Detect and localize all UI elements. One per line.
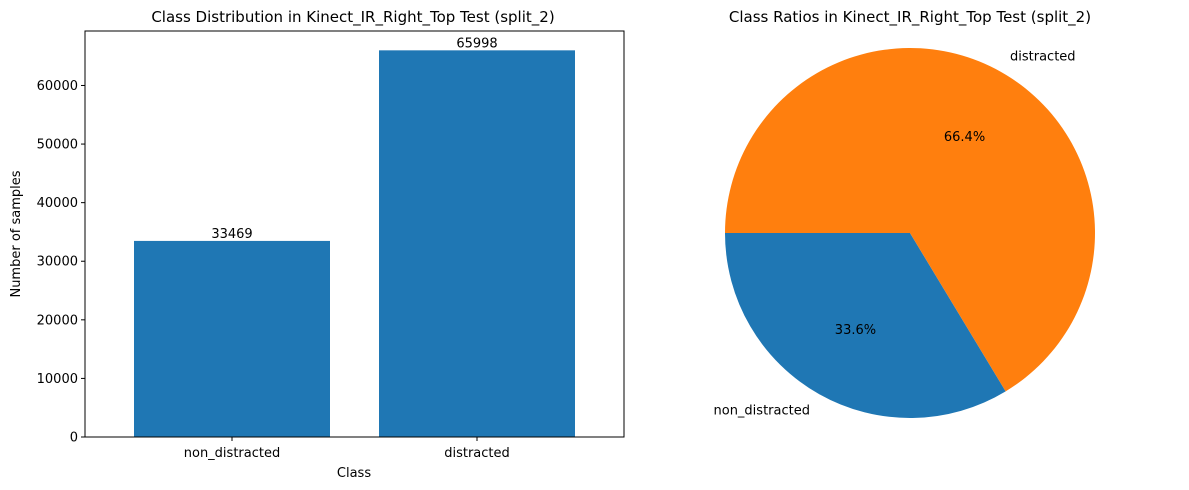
y-tick-label: 0 bbox=[70, 431, 78, 446]
x-axis-ticks: non_distracted distracted bbox=[184, 437, 510, 461]
y-tick-label: 20000 bbox=[37, 313, 78, 328]
pie-percent-label: 33.6% bbox=[835, 323, 876, 338]
bar-chart: Class Distribution in Kinect_IR_Right_To… bbox=[9, 8, 625, 481]
y-tick-label: 30000 bbox=[37, 255, 78, 270]
pie-chart-title: Class Ratios in Kinect_IR_Right_Top Test… bbox=[729, 8, 1091, 27]
bar-chart-title: Class Distribution in Kinect_IR_Right_To… bbox=[151, 8, 554, 27]
pie-chart: Class Ratios in Kinect_IR_Right_Top Test… bbox=[714, 8, 1095, 419]
x-tick-label: distracted bbox=[444, 446, 510, 461]
pie-marks: 33.6% non_distracted 66.4% distracted bbox=[714, 48, 1095, 419]
bar-marks: 33469 65998 bbox=[134, 36, 575, 437]
pie-slice-distracted bbox=[725, 48, 1095, 392]
plot-frame bbox=[84, 30, 625, 438]
pie-slice-non-distracted bbox=[725, 233, 1006, 419]
x-tick-label: non_distracted bbox=[184, 446, 280, 461]
y-tick-label: 40000 bbox=[37, 196, 78, 211]
y-axis-label: Number of samples bbox=[9, 170, 24, 297]
y-tick-label: 60000 bbox=[37, 79, 78, 94]
y-tick-label: 10000 bbox=[37, 372, 78, 387]
pie-category-label: distracted bbox=[1010, 49, 1076, 64]
pie-category-label: non_distracted bbox=[714, 404, 810, 419]
bar-distracted bbox=[379, 50, 575, 437]
pie-percent-label: 66.4% bbox=[944, 130, 985, 145]
bar-non-distracted bbox=[134, 240, 330, 437]
y-axis-ticks: 0 10000 20000 30000 40000 50000 60000 bbox=[37, 79, 85, 446]
y-tick-label: 50000 bbox=[37, 138, 78, 153]
x-axis-label: Class bbox=[337, 466, 371, 481]
bar-value-label: 33469 bbox=[211, 227, 252, 242]
bar-value-label: 65998 bbox=[456, 36, 497, 51]
